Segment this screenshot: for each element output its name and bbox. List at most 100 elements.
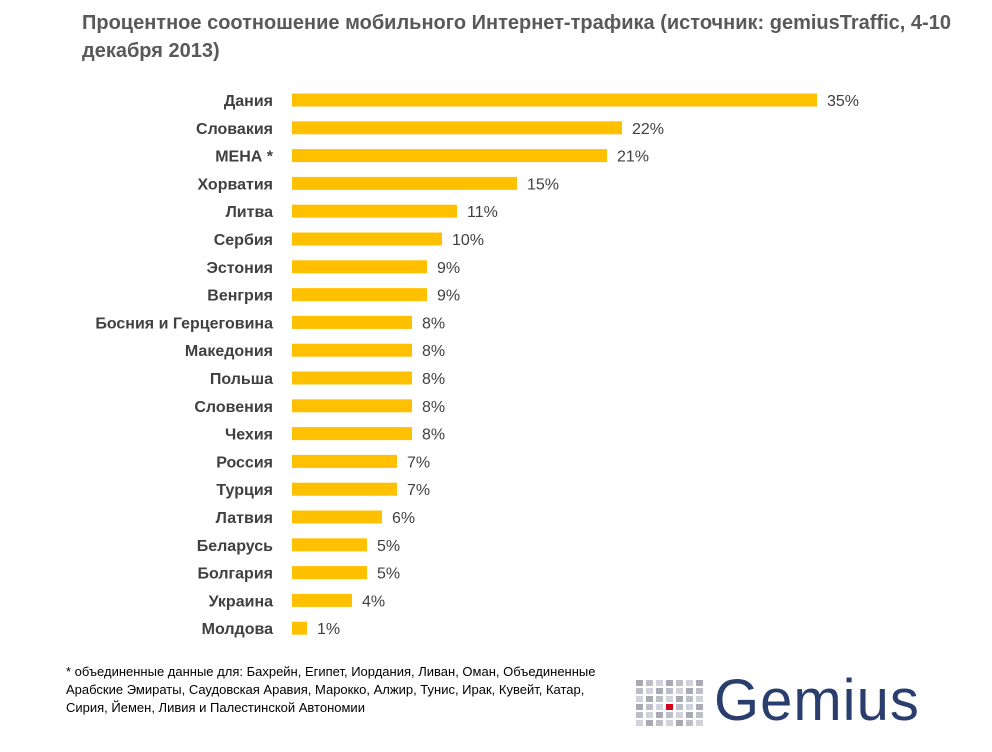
logo-grid-cell: [656, 696, 663, 702]
value-label: 5%: [377, 566, 400, 583]
bar: [292, 288, 427, 302]
bar: [292, 343, 412, 357]
logo-grid-cell: [646, 680, 653, 686]
logo-grid-cell: [676, 688, 683, 694]
logo-grid-cell: [636, 712, 643, 718]
value-label: 15%: [527, 176, 559, 193]
value-label: 22%: [632, 121, 664, 138]
bar: [292, 204, 457, 218]
logo-grid-cell: [656, 712, 663, 718]
category-label: Россия: [216, 454, 273, 471]
category-label: Сербия: [214, 232, 273, 249]
category-label: Литва: [226, 204, 274, 221]
bar: [292, 371, 412, 385]
bar: [292, 315, 412, 329]
bar: [292, 93, 817, 107]
value-label: 7%: [407, 482, 430, 499]
value-label: 21%: [617, 149, 649, 166]
gemius-logo: Gemius: [636, 668, 966, 738]
logo-grid-cell: [646, 688, 653, 694]
category-label: Беларусь: [197, 538, 273, 555]
logo-grid-cell: [666, 680, 673, 686]
bar: [292, 260, 427, 274]
bar: [292, 566, 367, 580]
value-label: 6%: [392, 510, 415, 527]
category-label: Словакия: [196, 121, 273, 138]
logo-grid-cell: [666, 720, 673, 726]
logo-grid-cell: [696, 720, 703, 726]
value-label: 11%: [467, 204, 498, 221]
logo-grid-cell: [676, 712, 683, 718]
category-label: Босния и Герцеговина: [95, 315, 273, 332]
logo-grid-cell: [696, 704, 703, 710]
category-label: Венгрия: [207, 288, 273, 305]
value-label: 8%: [422, 427, 445, 444]
bar-chart: Дания 35% Словакия 22% МЕНА * 21% Хорватия 15% Л…: [95, 93, 859, 638]
logo-grid-cell: [666, 712, 673, 718]
bar: [292, 538, 367, 552]
category-label: Молдова: [202, 621, 273, 638]
logo-grid-cell: [636, 680, 643, 686]
category-label: Хорватия: [197, 176, 273, 193]
logo-grid-cell: [686, 712, 693, 718]
logo-grid-cell: [636, 688, 643, 694]
logo-grid-cell: [676, 720, 683, 726]
logo-grid-icon: [636, 680, 703, 726]
logo-grid-cell: [696, 712, 703, 718]
logo-grid-cell: [676, 696, 683, 702]
logo-grid-cell: [656, 704, 663, 710]
logo-grid-cell: [686, 696, 693, 702]
logo-grid-cell: [666, 696, 673, 702]
value-label: 8%: [422, 399, 445, 416]
value-label: 35%: [827, 93, 859, 110]
bar: [292, 121, 622, 135]
category-label: Эстония: [206, 260, 273, 277]
bar: [292, 232, 442, 246]
logo-grid-cell: [646, 720, 653, 726]
chart-title-source: (источник: gemiusTraffic, 4-10 декабря 2…: [82, 12, 951, 62]
value-label: 5%: [377, 538, 400, 555]
category-label: Латвия: [216, 510, 273, 527]
logo-grid-cell: [636, 720, 643, 726]
category-label: Македония: [185, 343, 273, 360]
value-label: 9%: [437, 260, 460, 277]
logo-grid-cell: [686, 720, 693, 726]
category-label: Чехия: [225, 427, 273, 444]
category-label: Болгария: [197, 566, 273, 583]
logo-grid-cell: [646, 712, 653, 718]
value-label: 9%: [437, 288, 460, 305]
category-label: Польша: [210, 371, 273, 388]
bar: [292, 399, 412, 413]
logo-grid-cell: [696, 680, 703, 686]
value-label: 8%: [422, 371, 445, 388]
logo-grid-cell: [666, 688, 673, 694]
logo-grid-cell: [676, 704, 683, 710]
value-label: 10%: [452, 232, 484, 249]
chart-title-main: Процентное соотношение мобильного Интерн…: [82, 12, 655, 34]
logo-grid-cell: [666, 704, 673, 710]
bar: [292, 454, 397, 468]
value-label: 8%: [422, 343, 445, 360]
value-label: 4%: [362, 593, 385, 610]
logo-grid-cell: [656, 688, 663, 694]
footnote: * объединенные данные для: Бахрейн, Егип…: [66, 664, 596, 715]
logo-grid-cell: [686, 680, 693, 686]
logo-grid-cell: [656, 680, 663, 686]
logo-grid-cell: [636, 704, 643, 710]
value-label: 7%: [407, 454, 430, 471]
bar: [292, 482, 397, 496]
bar: [292, 176, 517, 190]
bar: [292, 593, 352, 607]
category-label: Словения: [194, 399, 273, 416]
value-label: 8%: [422, 315, 445, 332]
value-label: 1%: [317, 621, 340, 638]
category-label: Турция: [216, 482, 273, 499]
category-label: Украина: [209, 593, 274, 610]
logo-grid-cell: [696, 696, 703, 702]
logo-grid-cell: [686, 704, 693, 710]
logo-grid-cell: [696, 688, 703, 694]
category-label: Дания: [224, 93, 273, 110]
chart-title: Процентное соотношение мобильного Интерн…: [82, 9, 962, 65]
logo-grid-cell: [656, 720, 663, 726]
logo-grid-cell: [646, 704, 653, 710]
